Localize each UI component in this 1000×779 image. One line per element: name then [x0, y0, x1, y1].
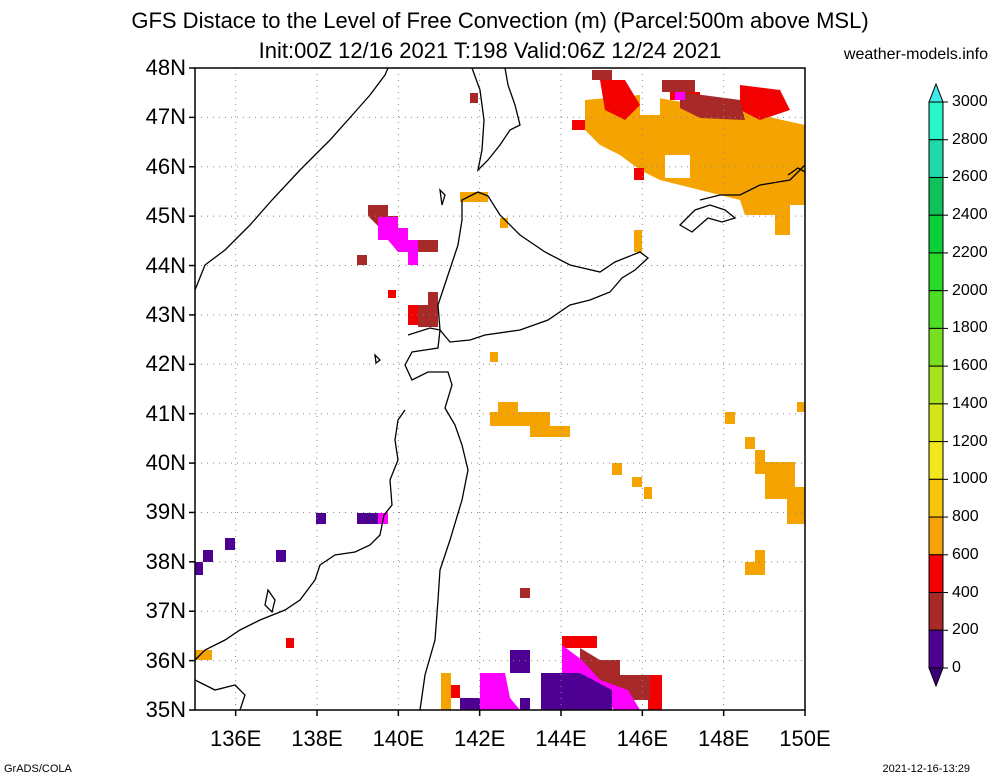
colorbar-segment: [928, 176, 944, 216]
lat-label: 47N: [145, 104, 186, 130]
colorbar-segment: [928, 478, 944, 518]
field-magenta: [366, 92, 685, 710]
colorbar-label: 2200: [952, 243, 988, 261]
footer-software: GrADS/COLA: [4, 763, 72, 775]
colorbar-label: 800: [952, 508, 979, 526]
lat-label: 46N: [145, 153, 186, 179]
colorbar-label: 2000: [952, 281, 988, 299]
field-purple: [195, 513, 612, 710]
colorbar-label: 1400: [952, 394, 988, 412]
colorbar-label: 400: [952, 583, 979, 601]
colorbar-label: 1000: [952, 470, 988, 488]
colorbar-segment: [928, 101, 944, 141]
colorbar-label: 2800: [952, 130, 988, 148]
field-orange: [195, 95, 805, 710]
lat-label: 41N: [145, 400, 186, 426]
colorbar-label: 3000: [952, 93, 988, 110]
site-label: weather-models.info: [843, 46, 988, 63]
colorbar-segment: [928, 139, 944, 178]
lon-label: 150E: [779, 726, 831, 751]
field-white-holes: [640, 95, 690, 178]
lat-label: 48N: [145, 55, 186, 80]
colorbar-segment: [928, 252, 944, 292]
lon-label: 144E: [535, 726, 587, 751]
lat-label: 40N: [145, 450, 186, 476]
lat-label: 43N: [145, 301, 186, 327]
lat-label: 37N: [145, 598, 186, 624]
colorbar-segment: [928, 403, 944, 443]
lat-label: 42N: [145, 351, 186, 377]
colorbar-top-arrow: [928, 82, 944, 103]
colorbar-segment: [928, 214, 944, 254]
lon-label: 138E: [291, 726, 343, 751]
map-frame: [194, 67, 806, 711]
colorbar-label: 2400: [952, 206, 988, 224]
colorbar: [928, 82, 948, 688]
colorbar-label: 0: [952, 659, 961, 676]
colorbar-bottom-arrow: [928, 667, 944, 688]
colorbar-segment: [928, 290, 944, 329]
colorbar-segment: [928, 365, 944, 405]
colorbar-label: 1200: [952, 432, 988, 450]
colorbar-segment: [928, 516, 944, 556]
lat-label: 45N: [145, 203, 186, 229]
map-title: GFS Distace to the Level of Free Convect…: [131, 8, 869, 33]
coastlines: [194, 67, 806, 711]
colorbar-label: 1600: [952, 357, 988, 375]
map-subtitle: Init:00Z 12/16 2021 T:198 Valid:06Z 12/2…: [258, 38, 722, 63]
colorbar-segment: [928, 554, 944, 594]
lat-label: 44N: [145, 252, 186, 278]
lon-label: 136E: [209, 726, 262, 751]
colorbar-label: 2600: [952, 168, 988, 186]
lon-label: 148E: [697, 726, 750, 751]
colorbar-label: 600: [952, 545, 979, 563]
colorbar-segment: [928, 327, 944, 367]
lat-label: 39N: [145, 499, 186, 525]
lat-label: 36N: [145, 647, 186, 673]
lon-label: 142E: [453, 726, 506, 751]
footer-timestamp: 2021-12-16-13:29: [882, 763, 970, 775]
colorbar-label: 200: [952, 621, 979, 639]
lat-label: 38N: [145, 548, 186, 574]
colorbar-segment: [928, 441, 944, 480]
lon-label: 146E: [616, 726, 669, 751]
colorbar-segment: [928, 629, 944, 669]
field-red: [286, 80, 790, 710]
colorbar-label: 1800: [952, 319, 988, 337]
lon-label: 140E: [372, 726, 425, 751]
lat-label: 35N: [145, 697, 186, 722]
colorbar-segment: [928, 592, 944, 631]
